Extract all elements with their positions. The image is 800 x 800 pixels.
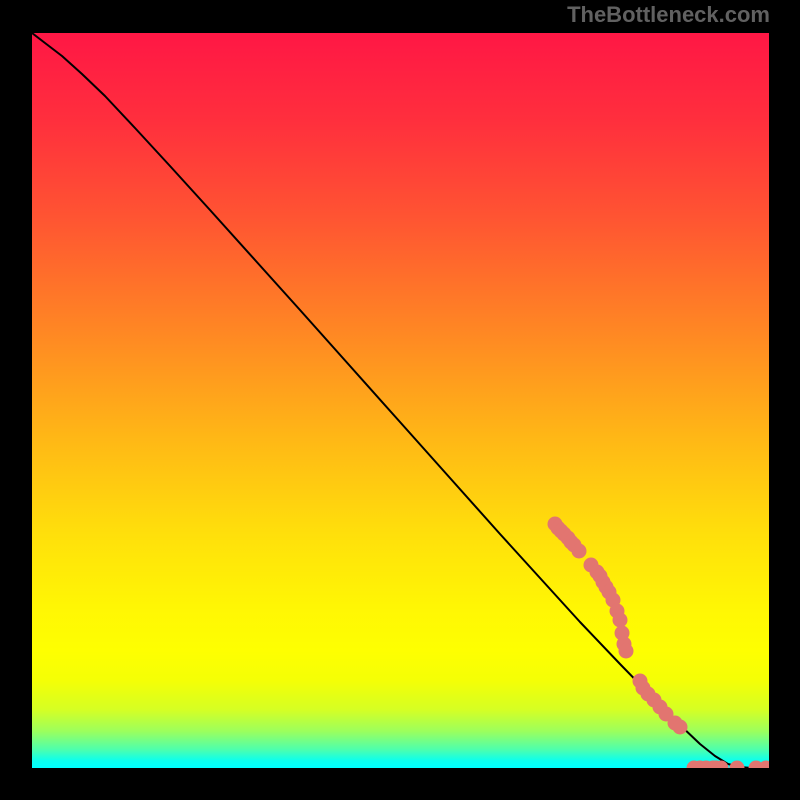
plot-area bbox=[32, 33, 769, 768]
bottleneck-chart: TheBottleneck.com bbox=[0, 0, 800, 800]
data-points bbox=[32, 33, 769, 768]
watermark-text: TheBottleneck.com bbox=[567, 2, 770, 28]
